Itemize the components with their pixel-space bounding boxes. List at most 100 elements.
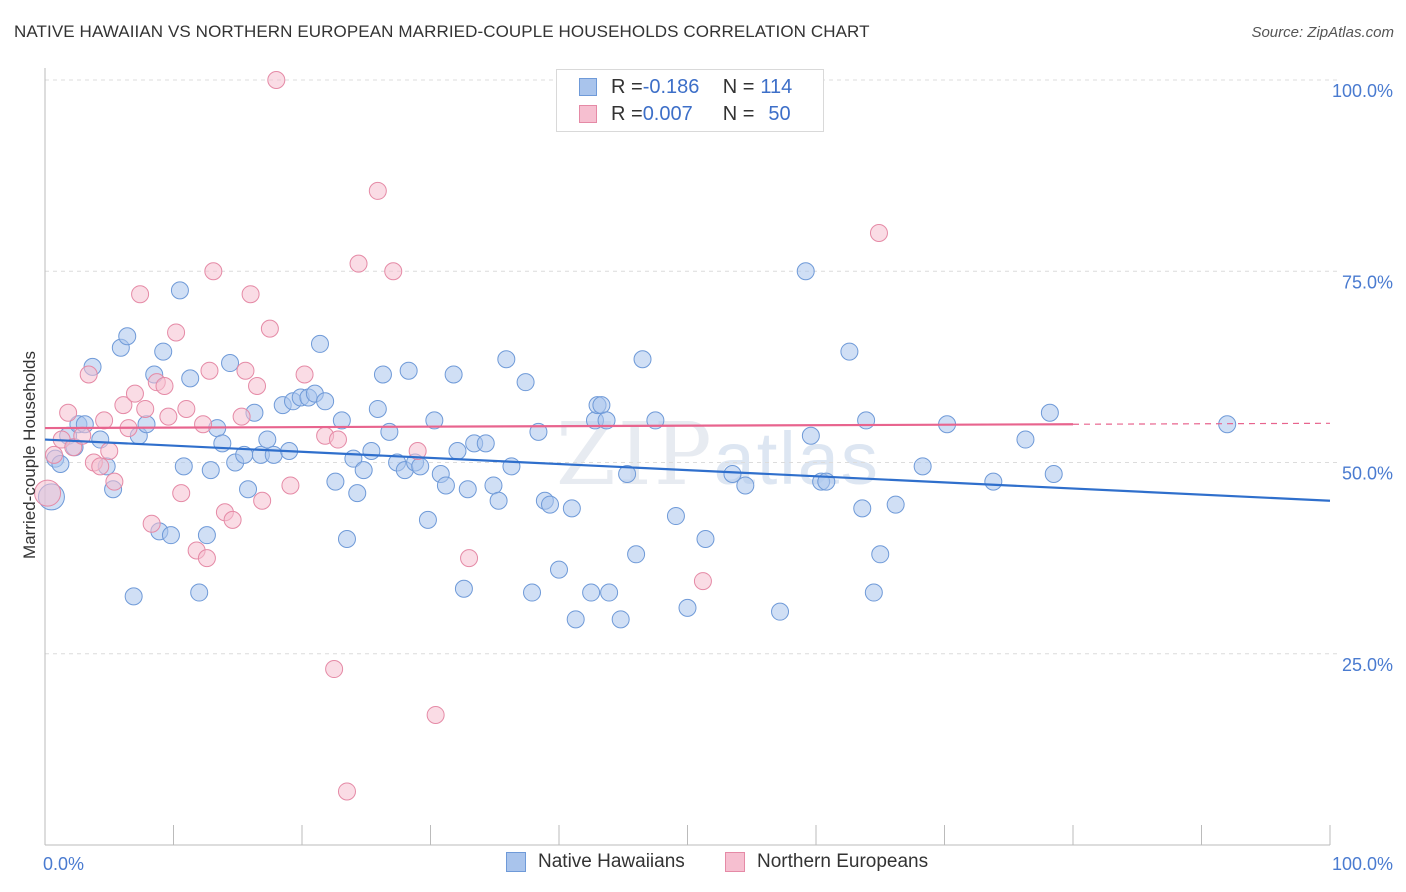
data-point bbox=[155, 377, 174, 395]
data-point bbox=[523, 583, 542, 602]
legend-r-value: -0.186 bbox=[642, 75, 700, 98]
data-point bbox=[124, 587, 143, 606]
data-point bbox=[516, 373, 535, 392]
data-point bbox=[541, 495, 560, 514]
data-point bbox=[857, 411, 876, 430]
data-point bbox=[796, 262, 815, 281]
data-point bbox=[181, 369, 200, 388]
legend-r-value: 0.007 bbox=[642, 102, 693, 125]
data-point bbox=[174, 457, 193, 476]
data-point bbox=[325, 660, 344, 679]
data-point bbox=[223, 510, 242, 529]
legend-swatch-blue bbox=[579, 78, 597, 96]
data-point bbox=[502, 457, 521, 476]
data-point bbox=[125, 384, 144, 403]
data-point bbox=[248, 377, 267, 395]
legend-label: Northern Europeans bbox=[757, 851, 929, 872]
data-point bbox=[550, 560, 568, 579]
data-point bbox=[1044, 464, 1063, 483]
data-point bbox=[34, 479, 62, 507]
data-point bbox=[241, 285, 260, 304]
data-point bbox=[425, 411, 444, 430]
data-point bbox=[190, 583, 209, 602]
legend-row-native-hawaiians: R = -0.186 N = 114 bbox=[579, 75, 792, 99]
legend-r-label: R = bbox=[611, 75, 643, 98]
data-point bbox=[239, 480, 258, 499]
data-point bbox=[592, 396, 611, 415]
data-point bbox=[348, 484, 367, 503]
data-point bbox=[368, 181, 387, 200]
legend-row-northern-europeans: R = 0.007 N = 50 bbox=[579, 102, 791, 126]
data-point bbox=[497, 350, 516, 369]
data-point bbox=[137, 415, 156, 434]
data-point bbox=[236, 361, 255, 380]
data-point bbox=[678, 598, 697, 617]
data-point bbox=[693, 572, 712, 591]
data-point bbox=[172, 484, 191, 503]
data-point bbox=[736, 476, 755, 495]
data-point bbox=[373, 365, 392, 384]
chart-title: NATIVE HAWAIIAN VS NORTHERN EUROPEAN MAR… bbox=[14, 22, 870, 41]
data-point bbox=[362, 442, 381, 461]
data-point bbox=[696, 530, 715, 548]
data-point bbox=[154, 342, 173, 361]
data-point bbox=[454, 579, 473, 598]
trend-line-extension bbox=[1072, 422, 1331, 425]
data-point bbox=[326, 472, 345, 491]
y-tick-label: 75.0% bbox=[1342, 272, 1393, 292]
legend-n-value: 50 bbox=[768, 102, 791, 125]
y-tick-label: 50.0% bbox=[1342, 464, 1393, 484]
data-point bbox=[384, 262, 403, 281]
data-point bbox=[801, 426, 820, 445]
data-point bbox=[328, 430, 347, 449]
data-point bbox=[136, 399, 155, 418]
data-point bbox=[197, 549, 216, 568]
data-point bbox=[869, 224, 888, 242]
trend-line bbox=[44, 438, 1331, 502]
data-point bbox=[864, 583, 883, 602]
y-tick-label: 100.0% bbox=[1332, 81, 1393, 101]
data-point bbox=[408, 442, 427, 461]
native-hawaiians-points bbox=[37, 262, 1237, 629]
data-point bbox=[200, 361, 219, 380]
data-point bbox=[436, 476, 455, 495]
trend-line bbox=[44, 423, 1074, 430]
data-point bbox=[853, 499, 872, 518]
data-point bbox=[476, 434, 495, 453]
data-point bbox=[368, 399, 387, 418]
data-point bbox=[871, 545, 890, 564]
legend-swatch-pink bbox=[725, 852, 745, 872]
legend-r-label: R = bbox=[611, 102, 643, 125]
data-point bbox=[264, 445, 283, 464]
data-point bbox=[666, 507, 685, 526]
x-tick-label: 0.0% bbox=[43, 854, 84, 874]
data-point bbox=[582, 583, 601, 602]
data-point bbox=[444, 365, 463, 384]
data-point bbox=[95, 411, 114, 430]
legend-n-label: N = bbox=[722, 102, 755, 125]
data-point bbox=[411, 457, 430, 476]
data-point bbox=[460, 549, 479, 568]
data-point bbox=[484, 476, 503, 495]
data-point bbox=[194, 415, 213, 434]
data-point bbox=[1040, 403, 1059, 422]
data-point bbox=[197, 526, 216, 545]
data-point bbox=[489, 491, 508, 510]
tick-labels: 100.0% 75.0% 50.0% 25.0% 0.0% 100.0% bbox=[43, 81, 1393, 874]
data-point bbox=[646, 411, 665, 430]
data-point bbox=[253, 491, 272, 510]
data-point bbox=[258, 430, 277, 449]
northern-europeans-points bbox=[34, 71, 888, 801]
data-point bbox=[633, 350, 652, 369]
data-point bbox=[105, 472, 124, 491]
data-point bbox=[100, 442, 119, 461]
data-point bbox=[44, 445, 63, 464]
data-point bbox=[448, 442, 467, 461]
data-point bbox=[562, 499, 581, 518]
legend-label: Native Hawaiians bbox=[538, 851, 685, 872]
data-point bbox=[566, 610, 585, 629]
data-point bbox=[91, 457, 110, 476]
data-point bbox=[723, 464, 742, 483]
data-point bbox=[611, 610, 630, 629]
